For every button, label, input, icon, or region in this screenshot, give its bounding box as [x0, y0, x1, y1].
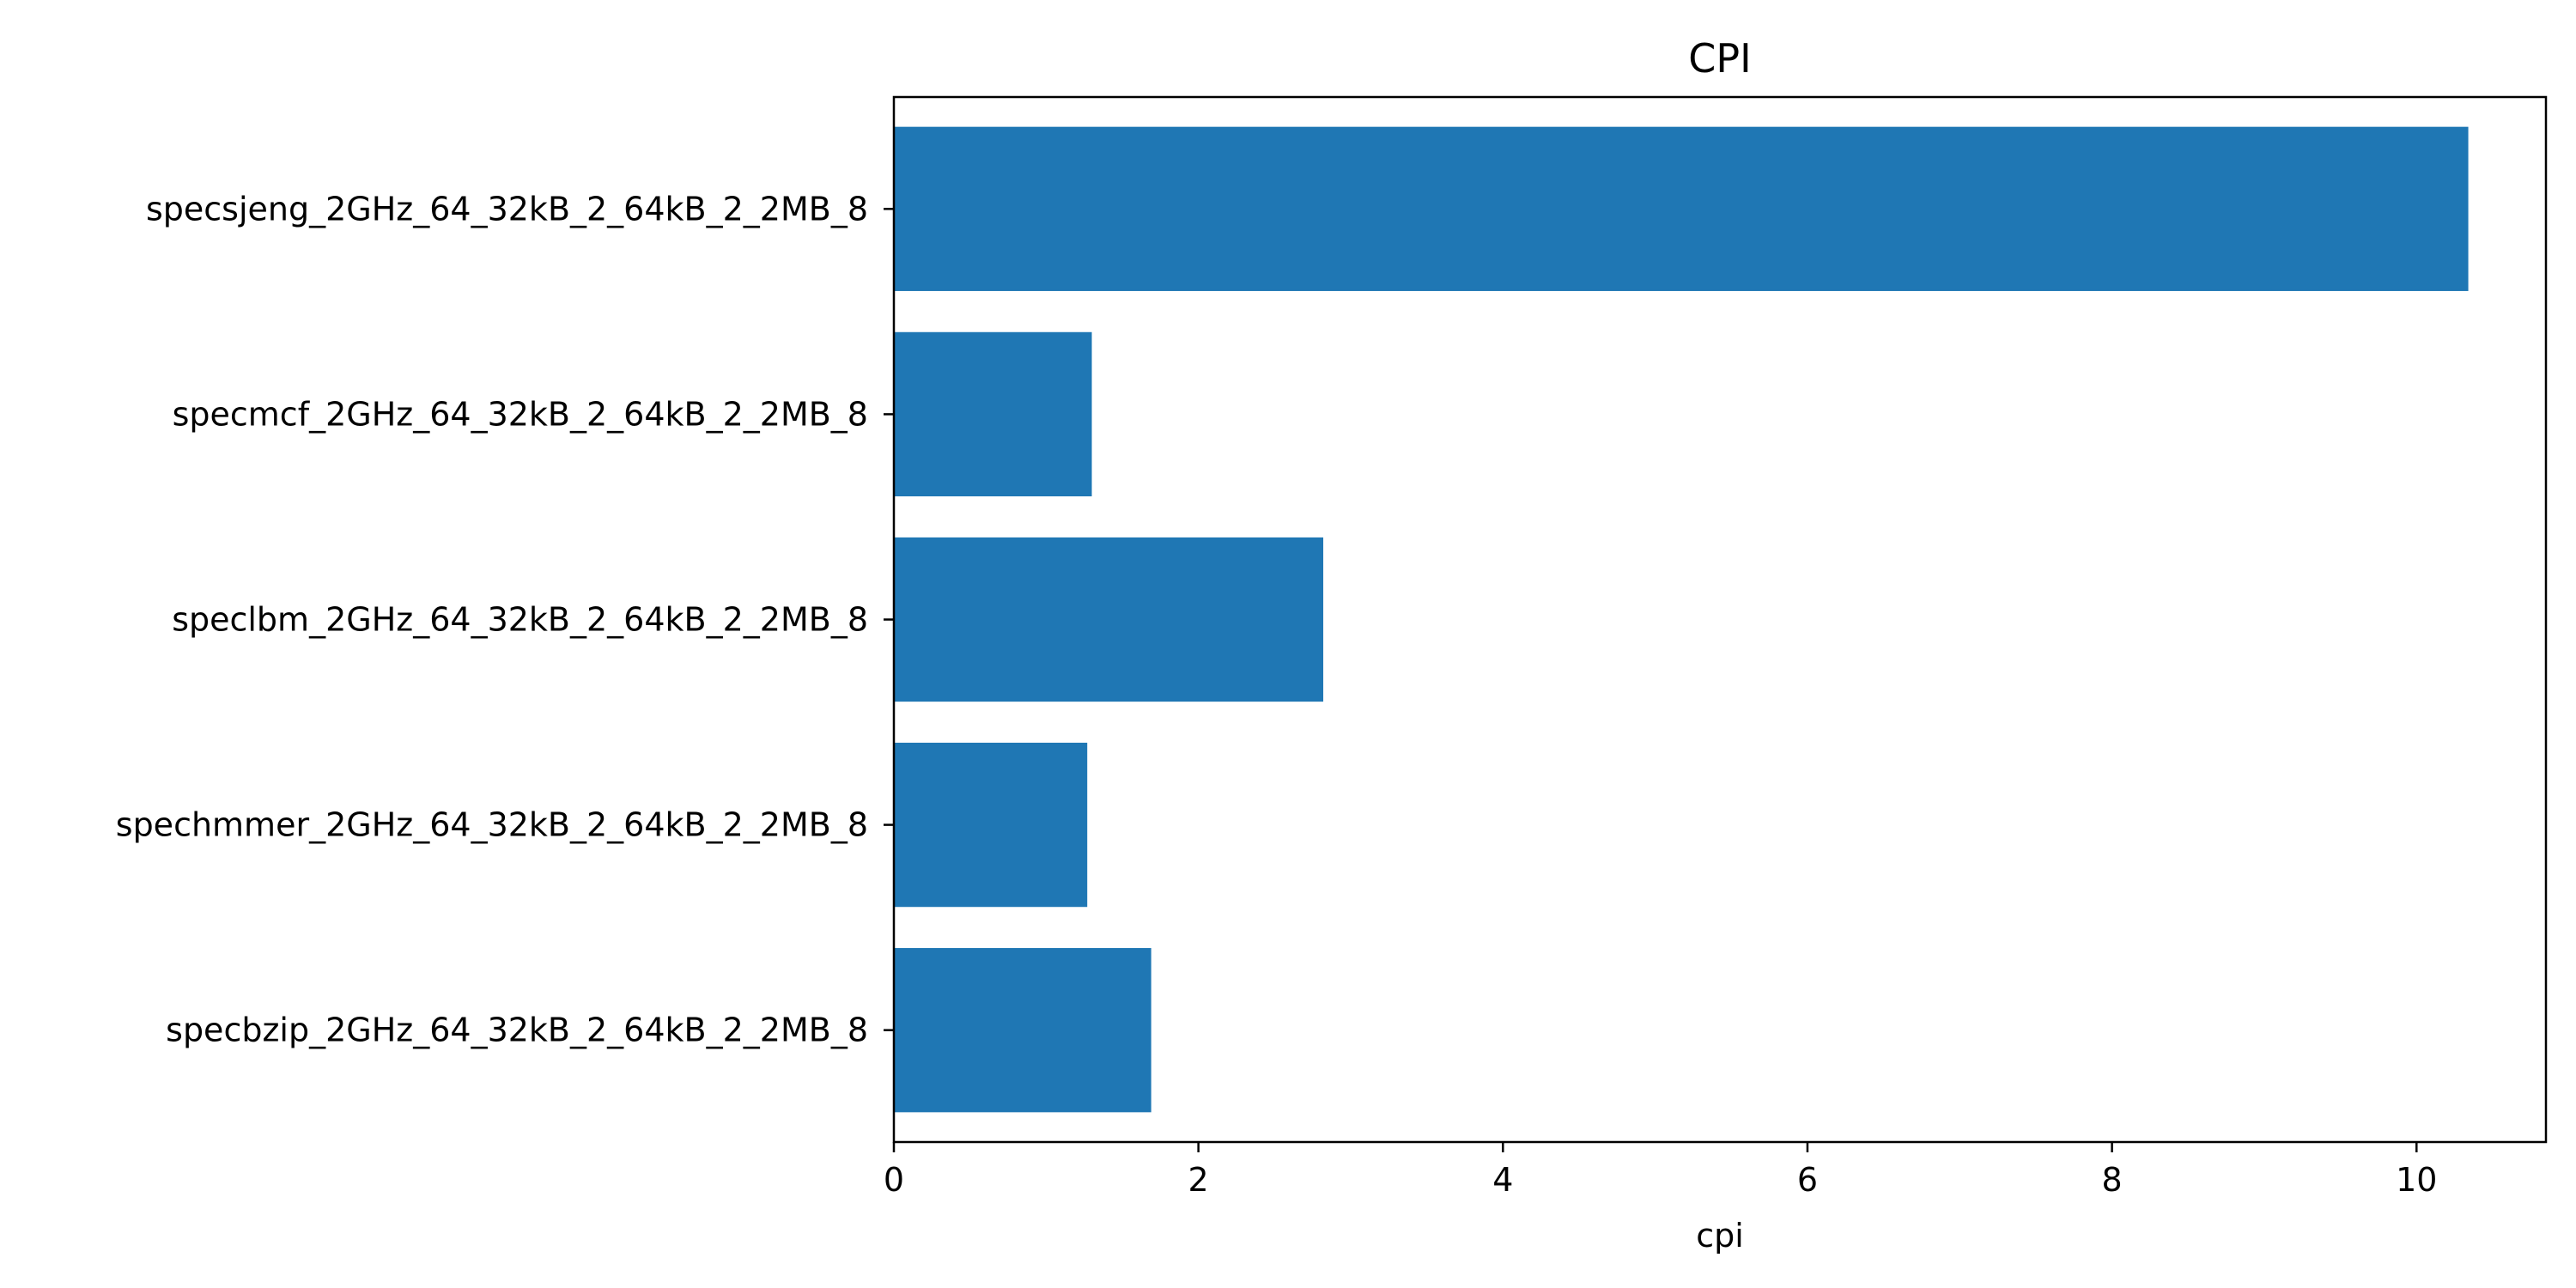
x-tick-label: 8 — [2102, 1161, 2123, 1199]
x-axis: 0 2 4 6 8 10 — [884, 1142, 2437, 1199]
y-tick-label: specmcf_2GHz_64_32kB_2_64kB_2_2MB_8 — [173, 395, 868, 433]
y-tick-label: specbzip_2GHz_64_32kB_2_64kB_2_2MB_8 — [166, 1012, 868, 1049]
y-axis: specsjeng_2GHz_64_32kB_2_64kB_2_2MB_8spe… — [116, 190, 894, 1049]
y-tick-label: speclbm_2GHz_64_32kB_2_64kB_2_2MB_8 — [172, 601, 868, 639]
x-tick-label: 2 — [1188, 1161, 1209, 1199]
x-tick-label: 6 — [1797, 1161, 1818, 1199]
bar-speclbm_2GHz_64_32kB_2_64kB_2_2MB_8 — [894, 537, 1324, 702]
y-tick-label: spechmmer_2GHz_64_32kB_2_64kB_2_2MB_8 — [116, 806, 868, 844]
bars-group — [894, 126, 2469, 1113]
plot-frame — [892, 95, 2548, 1144]
y-tick-label: specsjeng_2GHz_64_32kB_2_64kB_2_2MB_8 — [146, 190, 868, 228]
bar-specmcf_2GHz_64_32kB_2_64kB_2_2MB_8 — [894, 331, 1092, 497]
x-tick-label: 0 — [884, 1161, 904, 1199]
bar-specbzip_2GHz_64_32kB_2_64kB_2_2MB_8 — [894, 948, 1151, 1113]
bar-spechmmer_2GHz_64_32kB_2_64kB_2_2MB_8 — [894, 742, 1088, 908]
x-tick-label: 10 — [2396, 1161, 2437, 1199]
x-axis-label: cpi — [1696, 1217, 1744, 1255]
x-tick-label: 4 — [1492, 1161, 1513, 1199]
chart-title: CPI — [1688, 35, 1751, 82]
bar-specsjeng_2GHz_64_32kB_2_64kB_2_2MB_8 — [894, 126, 2469, 291]
